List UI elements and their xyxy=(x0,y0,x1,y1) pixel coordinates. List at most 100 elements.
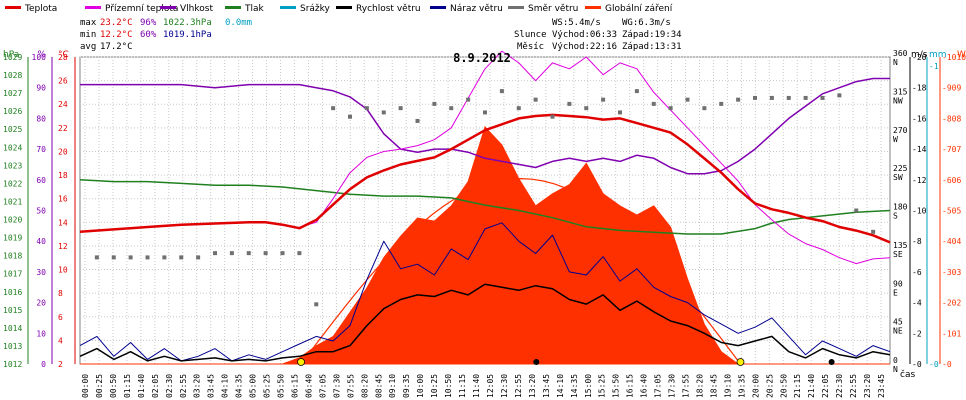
tick-pct-2: 20 xyxy=(36,299,46,308)
legend-swatch-3 xyxy=(225,6,241,9)
legend-swatch-8 xyxy=(585,6,601,9)
wind-direction-point xyxy=(314,302,319,307)
legend-entry-8: Globální záření xyxy=(605,4,673,14)
wind-direction-point xyxy=(398,106,403,111)
tick-mm-0: -0 xyxy=(929,360,939,369)
x-tick-4: 01:40 xyxy=(137,374,146,398)
tick-hpa-10: 1022 xyxy=(3,179,22,188)
wind-direction-point xyxy=(381,110,386,115)
tick-ms-1: -2 xyxy=(912,329,922,338)
wind-direction-point xyxy=(128,255,133,260)
wind-direction-point xyxy=(634,89,639,94)
x-tick-47: 19:35 xyxy=(737,374,746,398)
wind-direction-point xyxy=(94,255,99,260)
x-axis-ticks: 00:00 00:25 00:50 01:15 01:40 02:05 02:30 02:55… xyxy=(81,374,886,398)
x-tick-20: 08:20 xyxy=(360,374,369,398)
wind-direction-point xyxy=(736,97,741,102)
wind-direction-point xyxy=(618,110,622,115)
legend-entry-1: Přízemní teplota xyxy=(105,4,178,14)
wind-direction-point xyxy=(786,95,791,100)
axis-title-pct: % xyxy=(37,50,46,60)
stat-max-rain: 0.0mm xyxy=(225,18,252,28)
axis-title-mm: mm xyxy=(929,50,947,60)
wind-direction-point xyxy=(297,251,302,256)
tick-w-5: -505 xyxy=(942,207,961,216)
legend-swatch-6 xyxy=(430,6,446,9)
x-tick-38: 15:50 xyxy=(612,374,621,398)
legend-swatch-1 xyxy=(85,6,101,9)
series-vlhkost xyxy=(80,77,890,175)
x-tick-10: 04:10 xyxy=(221,374,230,398)
x-tick-24: 10:00 xyxy=(416,374,425,398)
tick-degc-13: 28 xyxy=(58,53,68,62)
tick-degc-1: 4 xyxy=(58,336,63,345)
wind-direction-point xyxy=(685,97,690,102)
stat-max-label: max xyxy=(80,18,97,28)
tick-hpa-11: 1023 xyxy=(3,161,22,170)
tick-degc-4: 10 xyxy=(58,266,68,275)
axis-title-hpa: hPa xyxy=(3,50,19,60)
wind-direction-point xyxy=(348,114,352,119)
x-tick-29: 12:05 xyxy=(486,374,495,398)
legend-entry-6: Náraz větru xyxy=(450,4,503,14)
tick-degc-0: 2 xyxy=(58,360,63,369)
x-tick-43: 17:55 xyxy=(682,374,691,398)
x-tick-27: 11:15 xyxy=(458,374,467,398)
tick-pct-0: 0 xyxy=(41,360,46,369)
x-tick-45: 18:45 xyxy=(709,374,718,398)
stat-min-temp: 12.2°C xyxy=(100,30,133,40)
x-tick-19: 07:55 xyxy=(346,374,355,398)
tick-hpa-5: 1017 xyxy=(3,270,22,279)
tick-degc-3: 8 xyxy=(58,289,63,298)
x-tick-56: 23:20 xyxy=(863,374,872,398)
tick-dir-name-3: SE xyxy=(893,250,903,259)
x-tick-40: 16:40 xyxy=(640,374,649,398)
tick-pct-9: 90 xyxy=(36,84,46,93)
sun-envelope xyxy=(300,177,741,365)
tick-hpa-6: 1018 xyxy=(3,252,22,261)
x-tick-22: 09:10 xyxy=(388,374,397,398)
tick-dir-deg-5: 225 xyxy=(893,164,908,173)
moon-set: Západ:13:31 xyxy=(622,42,682,52)
x-tick-53: 22:05 xyxy=(821,374,830,398)
legend-entry-3: Tlak xyxy=(244,4,265,14)
x-tick-16: 06:40 xyxy=(304,374,313,398)
tick-pct-4: 40 xyxy=(36,237,46,246)
tick-dir-name-7: NW xyxy=(893,96,903,105)
tick-degc-8: 18 xyxy=(58,171,68,180)
series-globalni-zareni xyxy=(80,125,890,365)
wind-direction-point xyxy=(432,101,437,106)
wind-direction-point xyxy=(533,97,538,102)
tick-pct-3: 30 xyxy=(36,268,46,277)
x-tick-48: 20:00 xyxy=(751,374,760,398)
tick-dir-name-8: N xyxy=(893,58,898,67)
tick-dir-deg-6: 270 xyxy=(893,126,908,135)
tick-degc-10: 22 xyxy=(58,124,68,133)
tick-ms-4: -8 xyxy=(912,237,922,246)
tick-dir-deg-7: 315 xyxy=(893,87,908,96)
x-tick-12: 05:00 xyxy=(249,374,258,398)
tick-pct-7: 70 xyxy=(36,145,46,154)
legend-swatch-7 xyxy=(508,6,524,9)
tick-ms-8: -16 xyxy=(912,114,927,123)
wind-direction-point xyxy=(483,110,487,115)
x-tick-35: 14:35 xyxy=(570,374,579,398)
x-tick-8: 03:20 xyxy=(193,374,202,398)
tick-hpa-14: 1026 xyxy=(3,107,22,116)
series-naraz-vetru xyxy=(79,222,891,362)
tick-ms-10: -20 xyxy=(912,53,927,62)
x-tick-34: 14:10 xyxy=(556,374,565,398)
axis-title-ms: m/s xyxy=(911,50,928,60)
tick-mm-1: -1 xyxy=(929,62,939,71)
tick-pct-6: 60 xyxy=(36,176,46,185)
tick-dir-name-5: SW xyxy=(893,173,903,182)
wind-direction-point xyxy=(820,95,825,100)
stat-max-hum: 96% xyxy=(140,18,157,28)
tick-hpa-12: 1024 xyxy=(3,143,22,152)
x-tick-11: 04:35 xyxy=(235,374,244,398)
tick-hpa-0: 1012 xyxy=(3,360,22,369)
tick-pct-10: 100 xyxy=(32,53,47,62)
wind-direction-point xyxy=(331,106,336,111)
x-tick-17: 07:05 xyxy=(318,374,327,398)
legend-swatch-4 xyxy=(280,6,296,9)
